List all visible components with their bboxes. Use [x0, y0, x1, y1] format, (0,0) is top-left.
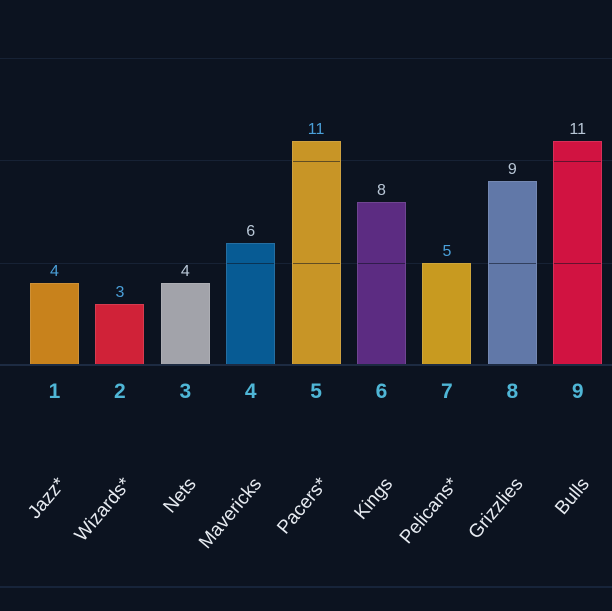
index-label: 4 [244, 380, 257, 403]
index-label: 7 [441, 380, 453, 403]
category-label: Mavericks [195, 473, 267, 553]
value-label: 4 [180, 263, 190, 281]
bar-gridline [292, 160, 340, 162]
bar[interactable] [226, 242, 276, 365]
value-label: 8 [377, 181, 386, 199]
value-label: 9 [507, 161, 517, 179]
bar-gridline [554, 160, 602, 162]
category-label: Nets [159, 473, 201, 518]
bottom-border [0, 586, 612, 588]
bar-gridline [292, 262, 340, 264]
bar-gridline [227, 262, 275, 264]
bar[interactable] [487, 181, 537, 365]
bar[interactable] [357, 201, 406, 365]
index-label: 2 [114, 380, 126, 403]
category-label: Grizzlies [465, 473, 528, 544]
value-label: 5 [442, 243, 452, 260]
x-axis-baseline [0, 364, 612, 366]
gridline-15 [0, 58, 612, 59]
bar[interactable] [422, 263, 472, 365]
index-label: 9 [571, 380, 584, 403]
value-label: 6 [246, 222, 256, 240]
bar[interactable] [30, 283, 79, 365]
bar-gridline [358, 262, 405, 264]
index-label: 6 [375, 380, 388, 403]
bar[interactable] [95, 303, 145, 365]
value-label: 11 [307, 120, 325, 138]
bar[interactable] [291, 140, 341, 365]
value-label: 4 [50, 263, 59, 281]
category-label: Kings [350, 473, 398, 524]
category-label: Bulls [550, 473, 594, 519]
bar[interactable] [553, 140, 603, 365]
category-label: Pacers* [272, 473, 332, 539]
value-label: 3 [115, 283, 125, 301]
index-label: 3 [179, 380, 192, 403]
bar[interactable] [160, 283, 210, 365]
index-label: 5 [310, 380, 322, 403]
bar-gridline [554, 262, 602, 264]
value-label: 11 [569, 120, 586, 138]
index-label: 8 [506, 380, 519, 403]
category-label: Pelicans* [395, 473, 463, 549]
index-label: 1 [48, 380, 61, 403]
category-label: Wizards* [70, 473, 136, 546]
bar-gridline [488, 262, 536, 264]
category-label: Jazz* [24, 473, 71, 524]
